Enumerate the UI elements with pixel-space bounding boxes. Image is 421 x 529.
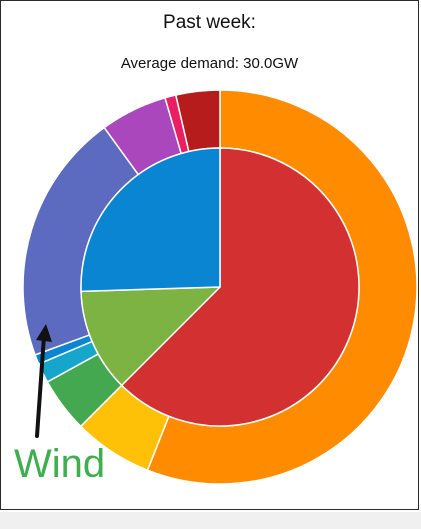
inner-slice-3: [80, 147, 221, 293]
chart-title: Past week:: [163, 12, 256, 33]
page-bottom-strip: [0, 512, 421, 529]
inner-ring: [80, 147, 360, 427]
wind-arrow-icon: [35, 324, 52, 438]
inner-slice-1: [120, 147, 360, 427]
wind-annotation: Wind: [14, 442, 106, 486]
inner-slice-2: [80, 286, 221, 387]
outer-ring: [22, 89, 418, 485]
chart-subtitle: Average demand: 30.0GW: [120, 55, 299, 72]
donut-chart: [22, 89, 418, 485]
